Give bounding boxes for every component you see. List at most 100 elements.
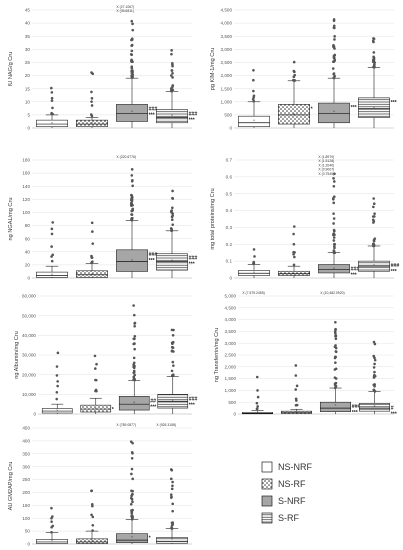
outlier-point — [50, 91, 54, 94]
y-tick-label: 35 — [25, 34, 31, 39]
outlier-point — [171, 340, 175, 344]
box-body — [118, 395, 150, 411]
mean-marker: × — [293, 271, 295, 275]
y-tick-label: 0 — [229, 276, 232, 281]
outlier-point — [332, 177, 335, 180]
significance-label: # — [391, 405, 394, 411]
outlier-point — [171, 214, 175, 217]
box-body — [319, 401, 352, 412]
box-body — [116, 104, 148, 122]
outlier-point — [170, 468, 174, 472]
outlier-point — [95, 362, 98, 366]
outlier-point — [131, 477, 135, 481]
y-tick-label: 0.6 — [226, 174, 233, 179]
box-body — [76, 270, 108, 278]
outlier-point — [170, 524, 174, 527]
outlier-point — [169, 493, 173, 497]
y-tick-label: 500 — [228, 400, 236, 405]
y-tick-label: 4,000 — [225, 317, 237, 322]
outlier-point — [333, 251, 337, 255]
mean-marker: × — [333, 266, 335, 270]
outlier-point — [332, 56, 336, 60]
outlier-point — [130, 19, 134, 23]
outlier-point — [131, 492, 134, 496]
y-tick-label: 1,500 — [221, 86, 233, 91]
outlier-point — [93, 354, 97, 358]
y-tick-label: 1,000 — [225, 388, 237, 393]
outlier-point — [372, 202, 376, 206]
box-s-nrf: × ###*** X (10,482.0920) — [319, 291, 360, 416]
outlier-point — [130, 496, 133, 500]
outlier-point — [130, 213, 134, 216]
mean-marker: × — [51, 539, 53, 543]
y-tick-label: 50,000 — [22, 313, 36, 318]
y-tick-label: 40 — [25, 249, 31, 254]
outlier-point — [130, 195, 134, 199]
outlier-point — [133, 321, 137, 325]
box-ns-rf: × — [278, 225, 310, 278]
box-s-nrf: × ###*** X (27.1067)X (35.6811) — [116, 5, 157, 128]
outlier-point — [55, 390, 59, 394]
outlier-point — [133, 373, 137, 377]
chart-panel: 0 50 100 150 200 250 300 350 400 450 AU GM2AP/mg C… — [8, 423, 192, 547]
outlier-point — [170, 229, 173, 232]
mean-marker: × — [296, 411, 298, 415]
outlier-point — [294, 364, 298, 367]
outlier-point — [170, 52, 173, 56]
y-tick-label: 50 — [25, 529, 31, 534]
outlier-point — [56, 384, 59, 388]
outlier-point — [133, 334, 137, 338]
y-tick-label: 20 — [25, 73, 31, 78]
outlier-point — [333, 376, 337, 379]
significance-label: ### — [351, 267, 360, 273]
box-body — [76, 119, 108, 127]
outlier-point — [51, 112, 54, 116]
box-s-rf: × ###*** — [157, 328, 198, 414]
significance-label: *** — [391, 269, 398, 275]
box-ns-nrf: × — [238, 68, 270, 128]
outlier-point — [130, 43, 134, 47]
outlier-point — [132, 304, 135, 307]
box-body — [318, 102, 350, 124]
out-of-range-annotation: X (35.6811) — [116, 9, 133, 13]
significance-label: *** — [189, 118, 196, 124]
outlier-point — [293, 70, 296, 74]
outlier-point — [372, 389, 376, 392]
chart-panel: 0 500 1,000 1,500 2,000 2,500 3,000 3,500 4,000 4… — [210, 8, 398, 131]
outlier-point — [171, 480, 174, 484]
outlier-point — [333, 229, 336, 233]
outlier-point — [372, 238, 376, 242]
outlier-point — [50, 520, 53, 523]
out-of-range-annotation: X (1.2040) — [318, 163, 334, 167]
outlier-point — [332, 196, 335, 200]
y-tick-label: 60 — [25, 236, 31, 241]
y-tick-label: 1,000 — [221, 99, 233, 104]
y-tick-label: 5,000 — [225, 294, 237, 299]
outlier-point — [256, 395, 260, 399]
outlier-point — [333, 58, 337, 62]
box-body — [116, 249, 148, 272]
outlier-point — [129, 502, 133, 506]
y-tick-label: 4,500 — [225, 305, 237, 310]
outlier-point — [294, 374, 298, 377]
outlier-point — [90, 100, 93, 103]
box-ns-rf: × — [280, 364, 313, 415]
outlier-point — [90, 114, 94, 118]
outlier-point — [251, 97, 255, 101]
legend-item-s-rf: S-RF — [261, 512, 299, 524]
y-tick-label: 40 — [25, 21, 31, 26]
outlier-point — [171, 521, 174, 524]
legend-swatch — [261, 495, 273, 507]
outlier-point — [295, 399, 298, 402]
chart-panel: 0 0.1 0.2 0.3 0.4 0.5 0.6 0.7 mg total proteins/… — [210, 155, 399, 281]
y-tick-label: 0 — [229, 126, 232, 131]
mean-marker: × — [171, 537, 173, 541]
y-tick-label: 15 — [25, 86, 31, 91]
box-ns-rf: × — [76, 221, 108, 278]
outlier-point — [171, 71, 174, 75]
outlier-point — [334, 320, 337, 324]
y-tick-label: 500 — [224, 112, 232, 117]
outlier-point — [292, 242, 296, 246]
box-body — [36, 271, 68, 278]
